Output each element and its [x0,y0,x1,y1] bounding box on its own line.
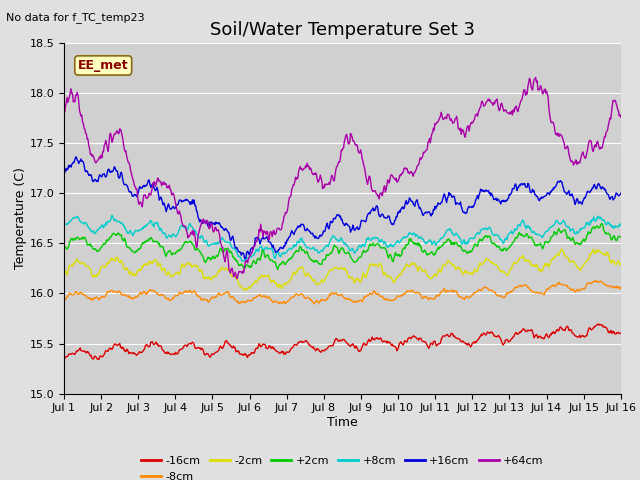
+16cm [60,172,68,178]
+2cm [60,245,68,251]
-2cm [60,270,68,276]
-8cm [127,295,135,300]
+16cm [72,154,79,160]
-8cm [214,293,221,299]
-16cm [127,350,135,356]
+16cm [428,211,436,216]
-2cm [184,261,192,266]
-16cm [410,333,418,339]
+2cm [274,266,282,272]
+16cm [617,191,625,196]
-8cm [411,290,419,296]
-16cm [426,341,434,347]
+64cm [617,114,625,120]
+64cm [60,109,68,115]
-8cm [592,278,600,284]
Line: +16cm: +16cm [64,157,621,259]
-16cm [70,351,78,357]
Legend: -16cm, -8cm, -2cm, +2cm, +8cm, +16cm, +64cm: -16cm, -8cm, -2cm, +2cm, +8cm, +16cm, +6… [137,452,548,480]
+2cm [127,248,135,253]
+8cm [70,215,78,221]
+8cm [60,222,68,228]
-16cm [214,349,221,355]
+64cm [184,235,192,240]
+64cm [428,135,435,141]
-2cm [70,261,78,267]
+8cm [412,233,419,239]
Text: EE_met: EE_met [78,59,129,72]
-8cm [310,301,318,307]
-16cm [184,342,192,348]
+2cm [411,240,419,246]
Line: -2cm: -2cm [64,249,621,290]
+64cm [70,97,78,103]
+16cm [214,221,222,227]
-8cm [184,289,192,295]
+8cm [108,212,116,218]
+8cm [214,240,222,245]
+8cm [128,232,136,238]
-2cm [127,269,135,275]
-16cm [595,321,602,327]
+64cm [214,227,221,233]
-2cm [428,276,435,281]
-8cm [60,297,68,303]
+8cm [185,223,193,229]
X-axis label: Time: Time [327,416,358,429]
Text: No data for f_TC_temp23: No data for f_TC_temp23 [6,12,145,23]
+16cm [185,199,193,204]
-2cm [590,246,598,252]
+16cm [241,256,249,262]
-2cm [241,288,248,293]
Line: +64cm: +64cm [64,77,621,279]
+16cm [128,193,136,199]
+64cm [532,74,540,80]
+2cm [428,250,435,255]
Line: +8cm: +8cm [64,215,621,261]
-2cm [214,271,221,276]
+8cm [617,221,625,227]
+2cm [214,253,221,259]
Title: Soil/Water Temperature Set 3: Soil/Water Temperature Set 3 [210,21,475,39]
+2cm [70,237,78,243]
+2cm [184,240,192,245]
-8cm [617,284,625,290]
+2cm [617,234,625,240]
+16cm [70,160,78,166]
-2cm [411,261,419,266]
-8cm [428,296,435,301]
Y-axis label: Temperature (C): Temperature (C) [13,168,27,269]
Line: -16cm: -16cm [64,324,621,360]
-2cm [617,261,625,266]
-16cm [60,357,68,362]
+64cm [233,276,241,282]
-8cm [70,291,78,297]
+8cm [238,258,246,264]
Line: +2cm: +2cm [64,224,621,269]
Line: -8cm: -8cm [64,281,621,304]
+16cm [412,199,419,205]
-16cm [617,330,625,336]
+8cm [428,241,436,247]
+2cm [598,221,606,227]
+64cm [411,169,419,175]
+64cm [127,171,135,177]
